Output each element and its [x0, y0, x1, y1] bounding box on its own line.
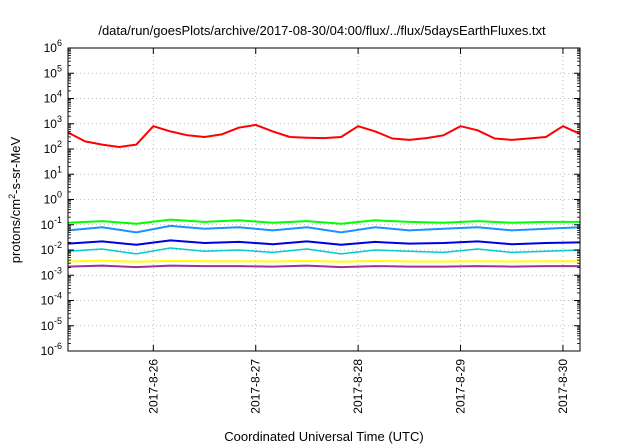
series-line-7: [67, 264, 580, 269]
x-tick-label: 2017-8-30: [556, 359, 570, 414]
x-tick-label: 2017-8-27: [249, 359, 263, 414]
y-tick-label: 10-3: [41, 265, 62, 282]
y-tick-label: 105: [44, 63, 62, 80]
y-tick-label: 10-1: [41, 215, 62, 232]
y-tick-label: 106: [44, 38, 62, 55]
y-tick-label: 10-6: [41, 341, 62, 358]
y-tick-label: 104: [44, 89, 62, 106]
series-line-5: [67, 239, 581, 246]
y-tick-label: 103: [44, 114, 62, 131]
y-axis: 10-6 10-5 10-4 10-3 10-2 10-1 100 101 102 103 104 1…: [41, 38, 580, 358]
y-axis-label: protons/cm2-s-sr-MeV: [7, 136, 23, 263]
y-tick-label: 10-5: [41, 316, 62, 333]
chart-title: /data/run/goesPlots/archive/2017-08-30/0…: [98, 23, 546, 38]
x-tick-label: 2017-8-29: [454, 359, 468, 414]
y-tick-label: 102: [44, 139, 62, 156]
y-tick-label: 10-2: [41, 240, 62, 257]
x-tick-label: 2017-8-26: [146, 359, 160, 414]
y-tick-label: 101: [44, 164, 62, 181]
series-group: [67, 123, 581, 269]
series-line-2: [67, 218, 580, 225]
series-line-1: [67, 123, 581, 148]
x-axis: 2017-8-26 2017-8-27 2017-8-28 2017-8-29 2017…: [146, 48, 570, 414]
y-tick-label: 100: [44, 190, 62, 207]
series-line-6: [67, 259, 580, 263]
x-axis-label: Coordinated Universal Time (UTC): [224, 429, 423, 444]
series-line-3: [67, 224, 581, 234]
y-tick-label: 10-4: [41, 291, 62, 308]
series-line-4: [67, 247, 581, 255]
grid: [68, 48, 580, 351]
x-tick-label: 2017-8-28: [351, 359, 365, 414]
